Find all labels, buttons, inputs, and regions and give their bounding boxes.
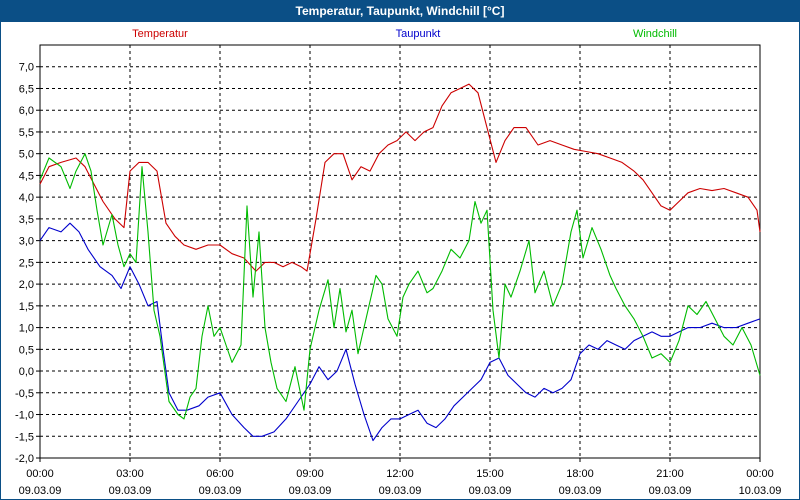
x-tick-time: 21:00 [656, 468, 684, 480]
y-tick-label: 3,5 [19, 214, 34, 226]
legend: Temperatur Taupunkt Windchill [132, 28, 677, 40]
x-tick-date: 09.03.09 [199, 485, 242, 497]
x-tick-time: 09:00 [296, 468, 324, 480]
y-tick-label: 2,0 [19, 279, 34, 291]
y-tick-label: 0,0 [19, 366, 34, 378]
y-tick-label: -1,0 [15, 410, 34, 422]
x-tick-time: 18:00 [566, 468, 594, 480]
y-tick-label: -1,5 [15, 431, 34, 443]
y-tick-label: 1,5 [19, 301, 34, 313]
series-group [39, 83, 761, 442]
y-tick-label: -0,5 [15, 388, 34, 400]
x-axis: 00:00 09.03.09 03:00 09.03.09 06:00 09.03.09 0… [19, 458, 782, 497]
y-tick-label: 5,0 [19, 149, 34, 161]
legend-windchill: Windchill [633, 28, 677, 40]
y-tick-label: 7,0 [19, 62, 34, 74]
y-tick-label: 4,0 [19, 192, 34, 204]
legend-taupunkt: Taupunkt [396, 28, 441, 40]
y-tick-label: 0,5 [19, 344, 34, 356]
x-tick-date: 09.03.09 [289, 485, 332, 497]
y-tick-label: 2,5 [19, 257, 34, 269]
grid [39, 44, 761, 459]
y-tick-label: 3,0 [19, 236, 34, 248]
x-tick-time: 12:00 [386, 468, 414, 480]
x-tick-time: 06:00 [206, 468, 234, 480]
x-tick-date: 09.03.09 [109, 485, 152, 497]
series-line-windchill [39, 153, 761, 420]
x-tick-time: 00:00 [26, 468, 54, 480]
series-line-temperatur [39, 83, 761, 272]
y-tick-label: 6,5 [19, 83, 34, 95]
x-tick-date: 09.03.09 [649, 485, 692, 497]
y-tick-label: 6,0 [19, 105, 34, 117]
chart-title: Temperatur, Taupunkt, Windchill [°C] [0, 0, 800, 22]
y-tick-label: 4,5 [19, 170, 34, 182]
x-tick-date: 10.03.09 [739, 485, 782, 497]
y-axis: -2,0 -1,5 -1,0 -0,5 0,0 0,5 1,0 1,5 2,0 2,5 3,0 3,5… [15, 62, 40, 465]
x-tick-time: 00:00 [746, 468, 774, 480]
y-tick-label: -2,0 [15, 453, 34, 465]
series-line-taupunkt [39, 222, 761, 442]
y-tick-label: 5,5 [19, 127, 34, 139]
legend-temperatur: Temperatur [132, 28, 188, 40]
x-tick-time: 03:00 [116, 468, 144, 480]
x-tick-time: 15:00 [476, 468, 504, 480]
x-tick-date: 09.03.09 [19, 485, 62, 497]
x-tick-date: 09.03.09 [379, 485, 422, 497]
x-tick-date: 09.03.09 [559, 485, 602, 497]
y-tick-label: 1,0 [19, 323, 34, 335]
x-tick-date: 09.03.09 [469, 485, 512, 497]
